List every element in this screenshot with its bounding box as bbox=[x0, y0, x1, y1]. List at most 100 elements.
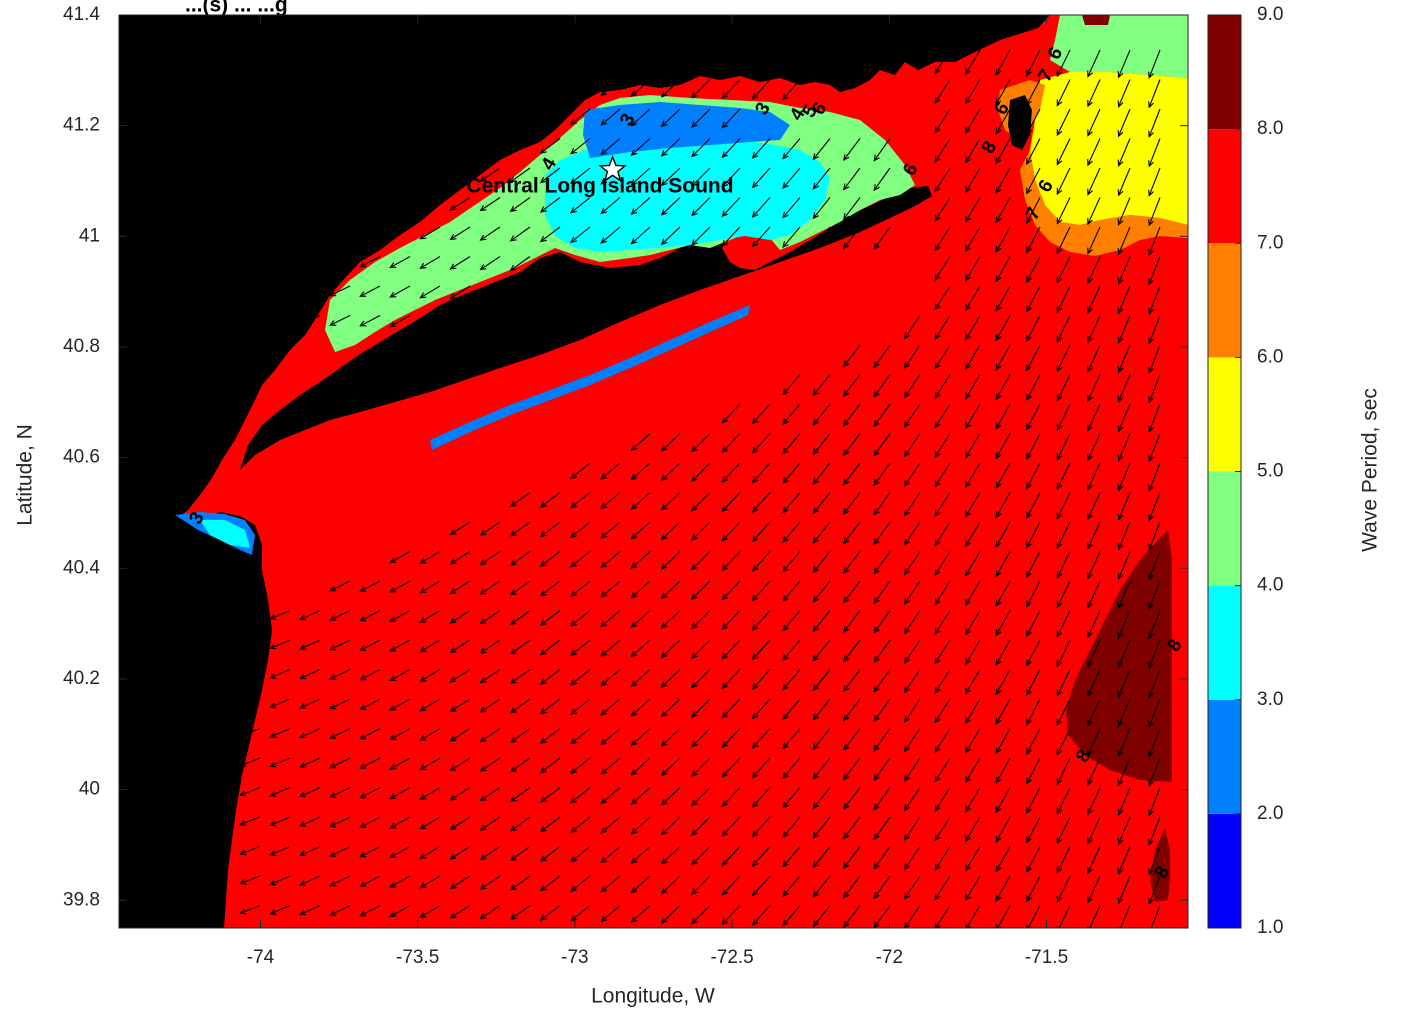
wave-direction-arrow bbox=[812, 610, 831, 633]
wave-direction-arrow bbox=[843, 167, 861, 191]
x-tick-label: -73.5 bbox=[396, 947, 439, 968]
wave-direction-arrow bbox=[1087, 226, 1101, 255]
wave-direction-arrow bbox=[389, 610, 411, 623]
wave-direction-arrow bbox=[1087, 551, 1101, 580]
wave-direction-arrow bbox=[812, 669, 831, 692]
wave-direction-arrow bbox=[509, 698, 531, 714]
wave-direction-arrow bbox=[359, 905, 381, 917]
wave-direction-arrow bbox=[359, 787, 381, 799]
wave-direction-arrow bbox=[903, 669, 921, 694]
wave-direction-arrow bbox=[782, 79, 801, 101]
wave-direction-arrow bbox=[751, 167, 771, 189]
wave-direction-arrow bbox=[359, 285, 381, 297]
wave-direction-arrow bbox=[843, 226, 861, 250]
wave-direction-arrow bbox=[721, 698, 741, 719]
wave-direction-arrow bbox=[995, 226, 1011, 253]
wave-direction-arrow bbox=[1026, 403, 1041, 431]
wave-direction-arrow bbox=[1117, 728, 1131, 757]
wave-direction-arrow bbox=[721, 816, 741, 837]
wave-direction-arrow bbox=[812, 905, 831, 928]
wave-direction-arrow bbox=[1087, 521, 1101, 550]
wave-direction-arrow bbox=[1026, 256, 1041, 283]
wave-direction-arrow bbox=[934, 374, 951, 400]
wave-direction-arrow bbox=[1026, 79, 1041, 106]
figure-title: ...(s) ... ...g bbox=[185, 0, 288, 17]
wave-direction-arrow bbox=[389, 875, 411, 888]
wave-direction-arrow bbox=[843, 905, 861, 928]
wave-direction-arrow bbox=[570, 728, 591, 745]
wave-direction-arrow bbox=[539, 226, 561, 243]
wave-direction-arrow bbox=[782, 138, 801, 160]
wave-direction-arrow bbox=[449, 551, 471, 565]
wave-direction-arrow bbox=[539, 492, 561, 508]
wave-direction-arrow bbox=[449, 639, 471, 654]
wave-direction-arrow bbox=[509, 610, 531, 626]
wave-direction-arrow bbox=[509, 875, 531, 891]
colorbar-band bbox=[1208, 129, 1241, 244]
wave-direction-arrow bbox=[600, 79, 621, 97]
wave-direction-arrow bbox=[843, 49, 861, 73]
wave-direction-arrow bbox=[1117, 433, 1131, 462]
wave-direction-arrow bbox=[782, 875, 801, 898]
wave-direction-arrow bbox=[934, 905, 951, 928]
wave-direction-arrow bbox=[630, 49, 651, 68]
wave-direction-arrow bbox=[691, 757, 711, 777]
wave-direction-arrow bbox=[751, 492, 771, 513]
wave-direction-arrow bbox=[449, 285, 471, 300]
wave-direction-arrow bbox=[329, 580, 351, 592]
wave-direction-arrow bbox=[389, 846, 411, 859]
wave-direction-arrow bbox=[600, 905, 621, 923]
wave-direction-arrow bbox=[600, 846, 621, 864]
wave-direction-arrow bbox=[660, 639, 681, 659]
wave-direction-arrow bbox=[751, 639, 771, 661]
wave-direction-arrow bbox=[419, 698, 441, 712]
wave-direction-arrow bbox=[539, 610, 561, 626]
wave-direction-arrow bbox=[1117, 846, 1131, 875]
wave-direction-arrow bbox=[995, 79, 1011, 106]
wave-direction-arrow bbox=[995, 344, 1011, 371]
wave-direction-arrow bbox=[691, 787, 711, 807]
wave-direction-arrow bbox=[1026, 669, 1041, 696]
wave-direction-arrow bbox=[934, 462, 951, 488]
wave-direction-arrow bbox=[903, 551, 921, 576]
wave-direction-arrow bbox=[1148, 226, 1161, 256]
wave-direction-arrow bbox=[782, 49, 801, 72]
wave-direction-arrow bbox=[1148, 580, 1161, 610]
wave-direction-arrow bbox=[539, 787, 561, 803]
wave-direction-arrow bbox=[691, 698, 711, 718]
wave-direction-arrow bbox=[299, 786, 321, 798]
wave-direction-arrow bbox=[903, 521, 921, 546]
wave-direction-arrow bbox=[1087, 403, 1101, 432]
wave-direction-arrow bbox=[965, 108, 981, 135]
wave-direction-arrow bbox=[873, 138, 891, 162]
wave-direction-arrow bbox=[995, 787, 1011, 814]
wave-direction-arrow bbox=[449, 816, 471, 831]
wave-direction-arrow bbox=[1148, 905, 1161, 928]
wave-direction-arrow bbox=[965, 49, 981, 76]
wave-direction-arrow bbox=[903, 728, 921, 753]
wave-direction-arrow bbox=[1087, 108, 1101, 137]
wave-direction-arrow bbox=[873, 197, 891, 221]
wave-direction-arrow bbox=[934, 79, 951, 105]
wave-direction-arrow bbox=[1117, 197, 1131, 226]
x-axis-ticks: -74 -73.5 -73 -72.5 -72 -71.5 bbox=[247, 15, 1068, 968]
wave-direction-arrow bbox=[965, 256, 981, 282]
wave-direction-arrow bbox=[1026, 285, 1041, 313]
wave-direction-arrow bbox=[509, 846, 531, 862]
wave-direction-arrow bbox=[449, 315, 471, 329]
colorbar-band bbox=[1208, 699, 1241, 814]
wave-direction-arrow bbox=[812, 492, 831, 515]
wave-direction-arrow bbox=[570, 905, 591, 922]
wave-direction-arrow bbox=[1117, 167, 1131, 197]
wave-direction-arrow bbox=[299, 816, 321, 827]
wave-direction-arrow bbox=[419, 816, 441, 830]
wave-direction-arrow bbox=[965, 167, 981, 194]
wave-direction-arrow bbox=[843, 757, 861, 781]
wave-direction-arrow bbox=[509, 226, 531, 242]
wave-direction-arrow bbox=[751, 403, 771, 425]
wave-direction-arrow bbox=[721, 197, 741, 218]
wave-direction-arrow bbox=[1026, 521, 1041, 549]
wave-direction-arrow bbox=[751, 728, 771, 749]
wave-direction-arrow bbox=[965, 757, 981, 784]
